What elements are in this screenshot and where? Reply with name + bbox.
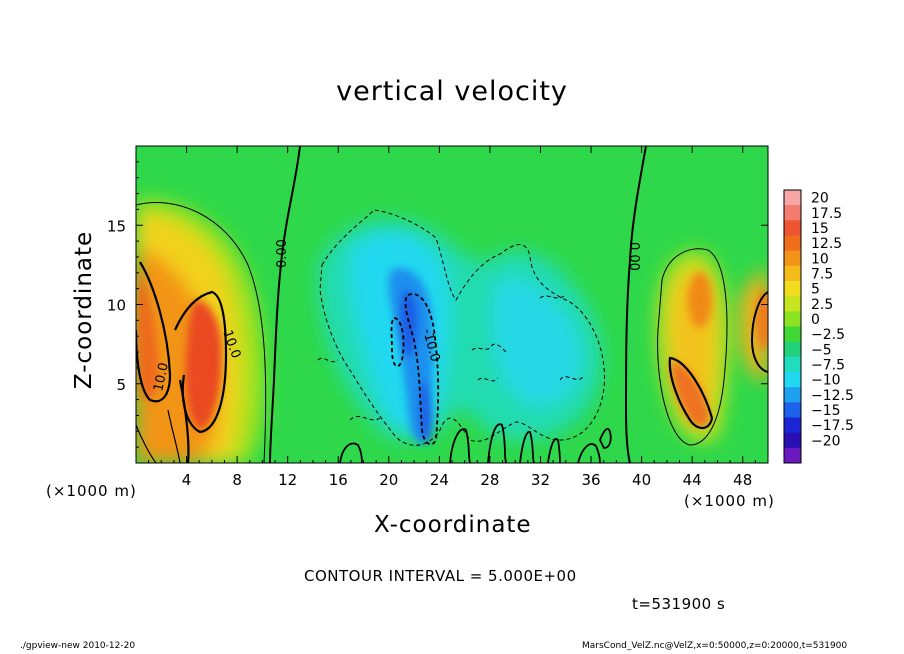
colorbar-swatch [784, 235, 801, 252]
chart-title: vertical velocity [336, 76, 568, 107]
colorbar-label: −7.5 [811, 357, 845, 373]
colorbar-swatch [784, 372, 801, 388]
dashed-contours [317, 209, 606, 446]
contour-right-outer [657, 248, 728, 446]
contour-right-edge [750, 291, 768, 373]
contour-ten-right [668, 356, 714, 430]
x-tick-label: 20 [379, 471, 398, 489]
colorbar-swatch [784, 265, 801, 282]
colorbar-swatch [784, 281, 801, 297]
colorbar-swatch [784, 417, 801, 434]
y-tick-label: 10 [107, 297, 126, 315]
x-tick-label: 16 [329, 471, 348, 489]
contour-zero-left-inner [136, 409, 181, 463]
x-unit-right: (×1000 m) [684, 492, 775, 510]
x-tick-label: 28 [480, 471, 499, 489]
colorbar-swatch [784, 341, 801, 358]
y-tick-label: 5 [116, 376, 126, 394]
colorbar-label: −20 [811, 433, 841, 449]
left-core-a [137, 270, 159, 400]
colorbar-label: 2.5 [811, 297, 833, 313]
x-tick-label: 12 [278, 471, 297, 489]
colorbar-swatch [784, 311, 801, 327]
right-edge-core [756, 290, 768, 350]
contour-neg-ten [404, 293, 440, 446]
x-unit-left: (×1000 m) [46, 482, 137, 500]
y-tick-label: 15 [107, 217, 126, 235]
contour-label-0-left: 0.00 [275, 239, 290, 268]
colorbar-swatch [784, 205, 801, 221]
colorbar-label: 0 [811, 312, 820, 328]
x-tick-label: 4 [182, 471, 192, 489]
x-tick-label: 48 [733, 471, 752, 489]
contour-interval: CONTOUR INTERVAL = 5.000E+00 [304, 567, 577, 585]
colorbar-label: −2.5 [811, 327, 845, 343]
contour-ten-left-c [178, 379, 190, 463]
colorbar-label: 17.5 [811, 206, 842, 222]
x-tick-label: 24 [430, 471, 449, 489]
colorbar: 2017.51512.5107.552.50−2.5−5−7.5−10−12.5… [783, 189, 854, 464]
contour-zero-left [269, 146, 301, 463]
contour-neg-zero-outer [319, 209, 606, 446]
downdraft-deep-blue-lower [419, 380, 432, 442]
left-updraft-cores [137, 270, 222, 430]
colorbar-swatch [784, 326, 801, 343]
colorbar-label: 5 [811, 282, 820, 298]
colorbar-swatch [784, 432, 801, 449]
downdraft-cyan-right [492, 278, 581, 406]
colorbar-swatch [784, 447, 801, 464]
contour-ten-left-a [136, 261, 172, 403]
contour-neg-ten-b [390, 317, 405, 368]
colorbar-label: 10 [811, 251, 829, 267]
contour-lines [136, 146, 768, 463]
x-tick-label: 36 [581, 471, 600, 489]
contour-bottom-blobs [339, 423, 612, 463]
x-tick-label: 40 [632, 471, 651, 489]
colorbar-label: −15 [811, 403, 841, 419]
contour-label-0-right: 0.00 [626, 242, 641, 271]
y-axis-label: Z-coordinate [71, 230, 97, 390]
footer-left: ./gpview-new 2010-12-20 [20, 641, 136, 651]
colorbar-label: −5 [811, 342, 832, 358]
right-core-lower [670, 360, 710, 427]
colorbar-swatch [784, 190, 801, 206]
colorbar-frame [783, 189, 802, 464]
contour-ten-left-b [173, 290, 228, 434]
left-core-b [185, 300, 222, 430]
colorbar-label: −10 [811, 373, 841, 389]
time-stamp: t=531900 s [632, 595, 726, 613]
colorbar-label: −12.5 [811, 388, 854, 404]
right-core-upper [688, 272, 712, 328]
colorbar-label: 20 [811, 191, 829, 207]
contour-zero-left-outer [136, 202, 267, 463]
colorbar-swatch [784, 387, 801, 403]
colorbar-label: 12.5 [811, 236, 842, 252]
contour-label-group: 10.0 10.0 0.00 -10.0 0.00 [151, 239, 641, 393]
x-tick-label: 8 [232, 471, 242, 489]
contour-zero-right [624, 146, 647, 463]
contour-label-10-left: 10.0 [151, 361, 172, 392]
contour-neg-noise [317, 295, 585, 421]
x-tick-label: 32 [531, 471, 550, 489]
colorbar-label: −17.5 [811, 418, 854, 434]
colorbar-swatch [784, 220, 801, 236]
colorbar-swatch [784, 250, 801, 267]
x-axis-ticks: 4 8 12 16 20 24 28 32 36 40 44 48 [148, 146, 769, 489]
colorbar-label: 15 [811, 221, 829, 237]
colorbar-swatch [784, 402, 801, 418]
colorbar-swatch [784, 296, 801, 312]
y-axis-ticks: 5 10 15 [107, 161, 768, 448]
downdraft-cores [388, 268, 433, 444]
plot-area: 10.0 10.0 0.00 -10.0 0.00 [136, 146, 768, 463]
footer-right: MarsCond_VelZ.nc@VelZ,x=0:50000,z=0:2000… [582, 641, 848, 651]
colorbar-label: 7.5 [811, 266, 833, 282]
colorbar-swatch [784, 356, 801, 373]
x-axis-label: X-coordinate [374, 512, 532, 538]
x-tick-label: 44 [683, 471, 702, 489]
